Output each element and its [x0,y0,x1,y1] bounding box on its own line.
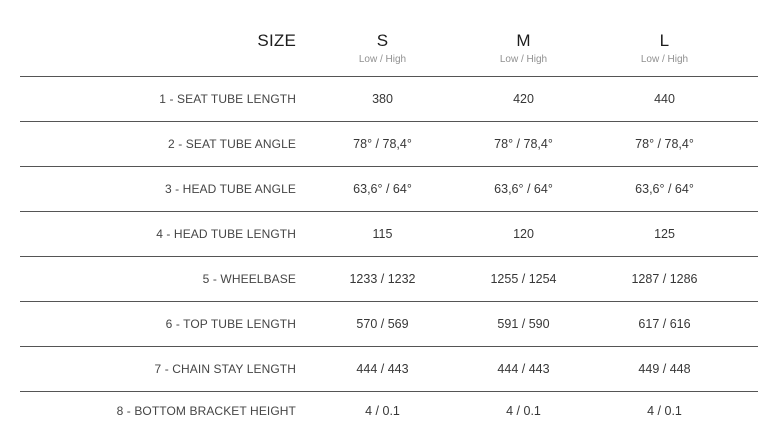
row-label: 2 - SEAT TUBE ANGLE [168,137,296,151]
cell-value-l: 4 / 0.1 [647,404,682,418]
table-row: 4 - HEAD TUBE LENGTH 115 120 125 [20,212,758,257]
row-label: 5 - WHEELBASE [202,272,296,286]
cell-value-m: 63,6° / 64° [494,182,553,196]
cell-value-m: 444 / 443 [497,362,550,376]
cell-value-l: 449 / 448 [638,362,691,376]
column-header-s-sub: Low / High [358,54,407,65]
column-header-s: S Low / High [312,31,453,76]
cell-value-s: 4 / 0.1 [365,404,400,418]
table-row: 8 - BOTTOM BRACKET HEIGHT 4 / 0.1 4 / 0.… [20,392,758,430]
column-header-l-label: L [659,31,670,50]
table-row: 1 - SEAT TUBE LENGTH 380 420 440 [20,77,758,122]
cell-value-m: 120 [513,227,534,241]
table-header-row: SIZE S Low / High M Low / High L Low / H… [20,0,758,77]
cell-value-s: 63,6° / 64° [353,182,412,196]
cell-value-m: 420 [513,92,534,106]
row-label: 3 - HEAD TUBE ANGLE [164,182,296,196]
column-header-l-sub: Low / High [640,54,689,65]
row-label: 8 - BOTTOM BRACKET HEIGHT [116,404,296,418]
row-label: 6 - TOP TUBE LENGTH [165,317,296,331]
geometry-table: SIZE S Low / High M Low / High L Low / H… [20,0,758,430]
cell-value-l: 78° / 78,4° [635,137,694,151]
cell-value-s: 78° / 78,4° [353,137,412,151]
row-label: 7 - CHAIN STAY LENGTH [154,362,296,376]
table-row: 3 - HEAD TUBE ANGLE 63,6° / 64° 63,6° / … [20,167,758,212]
row-label: 4 - HEAD TUBE LENGTH [156,227,296,241]
cell-value-m: 4 / 0.1 [506,404,541,418]
column-header-l: L Low / High [594,31,735,76]
size-header-label: SIZE [257,31,296,50]
row-label: 1 - SEAT TUBE LENGTH [159,92,296,106]
cell-value-l: 1287 / 1286 [631,272,698,286]
cell-value-l: 440 [654,92,675,106]
column-header-s-label: S [376,31,389,50]
table-row: 5 - WHEELBASE 1233 / 1232 1255 / 1254 12… [20,257,758,302]
column-header-m-sub: Low / High [499,54,548,65]
cell-value-l: 617 / 616 [638,317,691,331]
cell-value-m: 78° / 78,4° [494,137,553,151]
cell-value-s: 115 [372,227,393,241]
cell-value-s: 1233 / 1232 [349,272,416,286]
cell-value-l: 63,6° / 64° [635,182,694,196]
size-column-header: SIZE [20,31,312,76]
table-row: 7 - CHAIN STAY LENGTH 444 / 443 444 / 44… [20,347,758,392]
cell-value-m: 1255 / 1254 [490,272,557,286]
cell-value-s: 570 / 569 [356,317,409,331]
table-row: 2 - SEAT TUBE ANGLE 78° / 78,4° 78° / 78… [20,122,758,167]
column-header-m-label: M [516,31,531,50]
cell-value-s: 444 / 443 [356,362,409,376]
cell-value-l: 125 [654,227,675,241]
column-header-m: M Low / High [453,31,594,76]
table-row: 6 - TOP TUBE LENGTH 570 / 569 591 / 590 … [20,302,758,347]
cell-value-s: 380 [372,92,393,106]
cell-value-m: 591 / 590 [497,317,550,331]
